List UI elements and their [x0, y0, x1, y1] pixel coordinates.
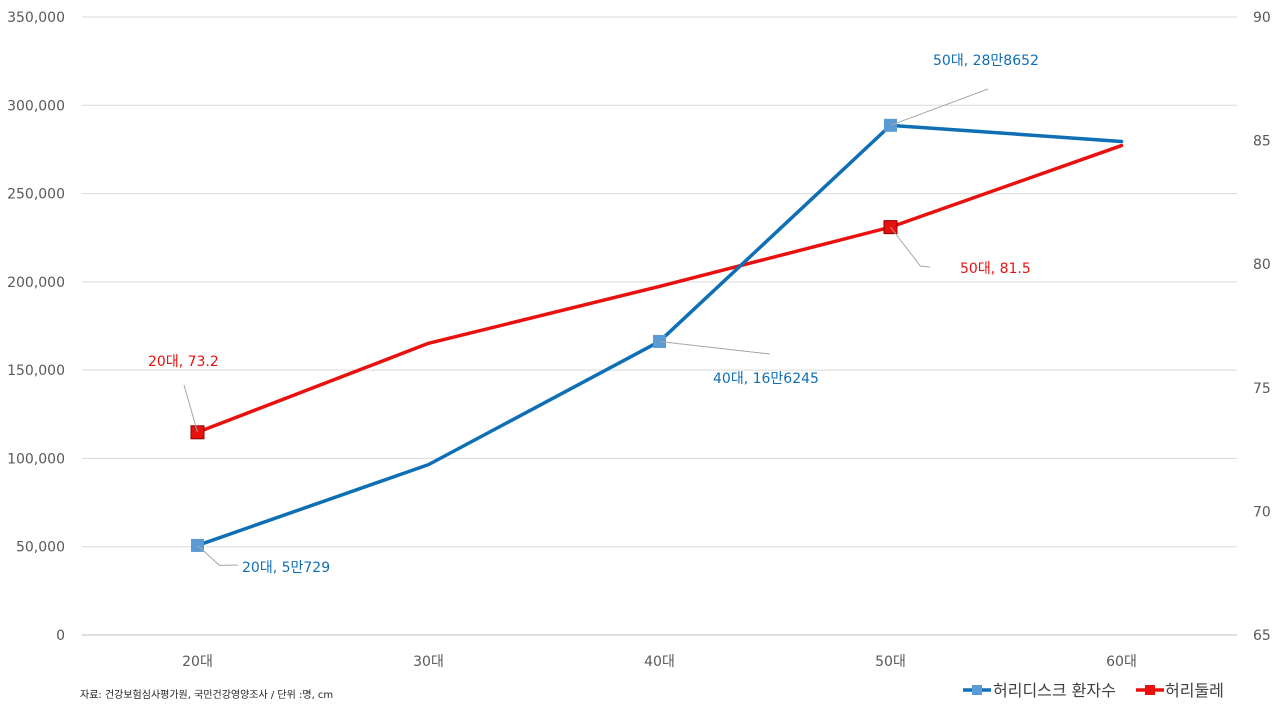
series-markers: [190, 118, 898, 552]
left-tick-label: 100,000: [7, 451, 65, 467]
data-label: 40대, 16만6245: [713, 371, 819, 387]
right-tick-label: 85: [1253, 134, 1271, 150]
left-tick-label: 300,000: [7, 98, 65, 114]
series-line-1: [195, 143, 1124, 435]
left-tick-label: 0: [56, 628, 65, 644]
callout-leader-line: [890, 226, 931, 268]
left-tick-label: 250,000: [7, 187, 65, 203]
right-tick-label: 75: [1253, 381, 1271, 397]
callout-leader-line: [197, 545, 239, 566]
data-label: 50대, 28만8652: [933, 53, 1039, 69]
right-tick-label: 65: [1253, 628, 1271, 644]
data-label: 20대, 73.2: [148, 354, 219, 370]
x-axis: 20대 30대 40대 50대 60대: [182, 654, 1137, 670]
callout-leader-line: [890, 88, 989, 126]
source-note: 자료: 건강보험심사평가원, 국민건강영양조사 / 단위 :명, cm: [80, 688, 333, 701]
gridlines: [82, 16, 1237, 636]
data-label: 50대, 81.5: [960, 261, 1031, 277]
left-tick-label: 350,000: [7, 10, 65, 26]
legend-marker-swatch: [972, 685, 982, 695]
left-tick-label: 150,000: [7, 363, 65, 379]
data-label: 20대, 5만729: [242, 560, 330, 576]
right-tick-label: 70: [1253, 504, 1271, 520]
left-tick-label: 50,000: [16, 540, 65, 556]
legend: 허리디스크 환자수 허리둘레: [963, 681, 1224, 700]
data-callouts: 20대, 5만729 40대, 16만6245 50대, 28만8652 20대, 7…: [148, 53, 1039, 576]
callout-leader-line: [659, 340, 771, 355]
legend-label: 허리디스크 환자수: [993, 681, 1116, 700]
right-y-axis: 65 70 75 80 85 90: [1253, 10, 1271, 644]
left-y-axis: 0 50,000 100,000 150,000 200,000 250,000 300,0…: [7, 10, 65, 644]
callout-leader-line: [183, 384, 198, 433]
right-tick-label: 80: [1253, 257, 1271, 273]
right-tick-label: 90: [1253, 10, 1271, 26]
category-label: 40대: [644, 654, 675, 670]
category-label: 30대: [413, 654, 444, 670]
legend-label: 허리둘레: [1165, 681, 1224, 700]
category-label: 50대: [875, 654, 906, 670]
legend-marker-swatch: [1145, 685, 1155, 695]
category-label: 60대: [1106, 654, 1137, 670]
category-label: 20대: [182, 654, 213, 670]
left-tick-label: 200,000: [7, 275, 65, 291]
